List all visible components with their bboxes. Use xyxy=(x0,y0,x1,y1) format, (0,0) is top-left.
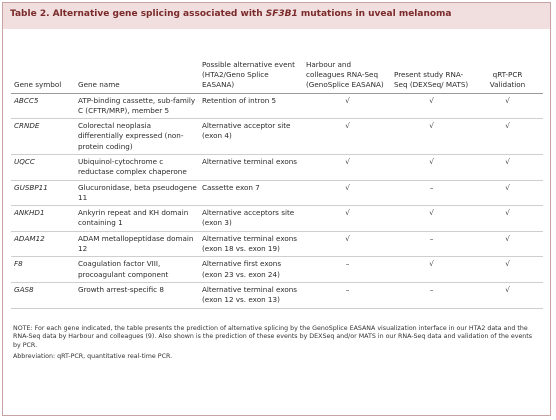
cell-gene-name: ATP-binding cassette, sub-family C (CFTR… xyxy=(75,93,199,120)
cell-gene-symbol: F8 xyxy=(11,256,75,283)
cell-gene-name: Growth arrest-specific 8 xyxy=(75,282,199,309)
cell-gene-symbol: GUSBP11 xyxy=(11,180,75,207)
table-row: UQCC Ubiquinol-cytochrome c reductase com… xyxy=(11,154,543,181)
cell-present-study: – xyxy=(391,180,471,207)
cell-alternative-event: Alternative first exons (exon 23 vs. exo… xyxy=(199,256,303,283)
cell-present-study: √ xyxy=(391,93,471,120)
cell-qrt-pcr: √ xyxy=(471,282,543,309)
cell-harbour: √ xyxy=(303,205,391,232)
table-frame xyxy=(2,2,551,416)
table-header: Gene symbol Gene name Possible alternati… xyxy=(11,30,543,94)
cell-present-study: – xyxy=(391,282,471,309)
cell-gene-symbol: CRNDE xyxy=(11,118,75,155)
header-gene-symbol: Gene symbol xyxy=(11,30,75,94)
cell-alternative-event: Alternative terminal exons xyxy=(199,154,303,181)
cell-alternative-event: Cassette exon 7 xyxy=(199,180,303,207)
cell-gene-name: Coagulation factor VIII, procoagulant co… xyxy=(75,256,199,283)
header-harbour: Harbour and colleagues RNA-Seq (GenoSpli… xyxy=(303,30,391,94)
cell-present-study: – xyxy=(391,231,471,258)
cell-qrt-pcr: √ xyxy=(471,231,543,258)
cell-harbour: √ xyxy=(303,118,391,155)
header-possible-event: Possible alternative event (HTA2/Geno Sp… xyxy=(199,30,303,94)
cell-harbour: – xyxy=(303,282,391,309)
table-row: GUSBP11 Glucuronidase, beta pseudogene 11… xyxy=(11,180,543,207)
header-present-study: Present study RNA-Seq (DEXSeq/ MATS) xyxy=(391,30,471,94)
cell-harbour: √ xyxy=(303,154,391,181)
cell-present-study: √ xyxy=(391,205,471,232)
cell-harbour: √ xyxy=(303,231,391,258)
cell-gene-name: Glucuronidase, beta pseudogene 11 xyxy=(75,180,199,207)
cell-qrt-pcr: √ xyxy=(471,154,543,181)
cell-qrt-pcr: √ xyxy=(471,256,543,283)
table-row: ADAM12 ADAM metallopeptidase domain 12 Alt… xyxy=(11,231,543,258)
table-title-suffix: mutations in uveal melanoma xyxy=(297,9,452,19)
cell-gene-symbol: GAS8 xyxy=(11,282,75,309)
table-note: NOTE: For each gene indicated, the table… xyxy=(13,324,533,350)
cell-present-study: √ xyxy=(391,256,471,283)
table-title-gene: SF3B1 xyxy=(265,9,298,19)
cell-qrt-pcr: √ xyxy=(471,205,543,232)
cell-qrt-pcr: √ xyxy=(471,93,543,120)
cell-gene-symbol: ADAM12 xyxy=(11,231,75,258)
cell-qrt-pcr: √ xyxy=(471,118,543,155)
cell-present-study: √ xyxy=(391,154,471,181)
table-title: Table 2. Alternative gene splicing assoc… xyxy=(3,3,550,29)
splicing-table: Gene symbol Gene name Possible alternati… xyxy=(11,30,543,309)
cell-gene-name: Ubiquinol-cytochrome c reductase complex… xyxy=(75,154,199,181)
cell-harbour: √ xyxy=(303,180,391,207)
cell-gene-name: Colorectal neoplasia differentially expr… xyxy=(75,118,199,155)
cell-qrt-pcr: √ xyxy=(471,180,543,207)
table-body: ABCC5 ATP-binding cassette, sub-family C … xyxy=(11,93,543,309)
cell-gene-name: ADAM metallopeptidase domain 12 xyxy=(75,231,199,258)
cell-present-study: √ xyxy=(391,118,471,155)
cell-gene-name: Ankyrin repeat and KH domain containing … xyxy=(75,205,199,232)
table-row: ABCC5 ATP-binding cassette, sub-family C … xyxy=(11,93,543,120)
table-content: Gene symbol Gene name Possible alternati… xyxy=(11,30,543,362)
table-title-prefix: Table 2. Alternative gene splicing assoc… xyxy=(10,9,266,19)
cell-alternative-event: Retention of intron 5 xyxy=(199,93,303,120)
cell-alternative-event: Alternative acceptors site (exon 3) xyxy=(199,205,303,232)
table-row: F8 Coagulation factor VIII, procoagulant … xyxy=(11,256,543,283)
cell-gene-symbol: UQCC xyxy=(11,154,75,181)
cell-harbour: – xyxy=(303,256,391,283)
table-abbreviation: Abbreviation: qRT-PCR, quantitative real… xyxy=(13,352,173,360)
cell-alternative-event: Alternative terminal exons (exon 12 vs. … xyxy=(199,282,303,309)
cell-gene-symbol: ABCC5 xyxy=(11,93,75,120)
table-row: GAS8 Growth arrest-specific 8 Alternative … xyxy=(11,282,543,309)
header-gene-name: Gene name xyxy=(75,30,199,94)
cell-harbour: √ xyxy=(303,93,391,120)
cell-gene-symbol: ANKHD1 xyxy=(11,205,75,232)
cell-alternative-event: Alternative terminal exons (exon 18 vs. … xyxy=(199,231,303,258)
header-qrt-pcr: qRT-PCR Validation xyxy=(471,30,543,94)
cell-alternative-event: Alternative acceptor site (exon 4) xyxy=(199,118,303,155)
table-row: CRNDE Colorectal neoplasia differentially… xyxy=(11,118,543,155)
table-row: ANKHD1 Ankyrin repeat and KH domain conta… xyxy=(11,205,543,232)
